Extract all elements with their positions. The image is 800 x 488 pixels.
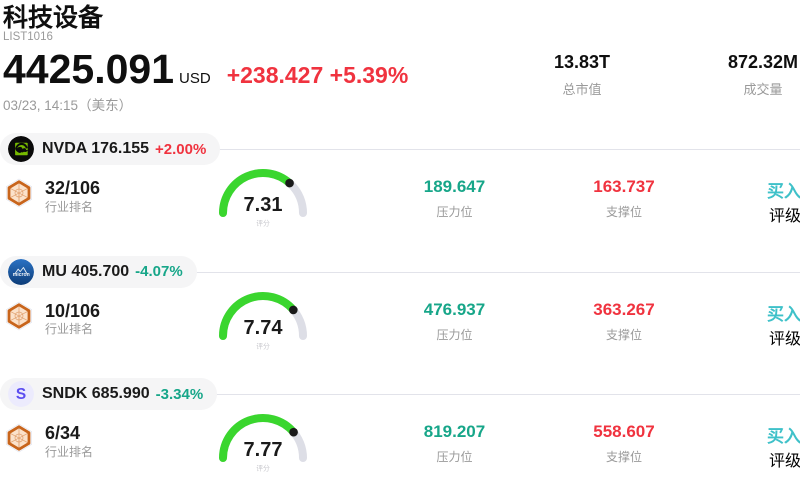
svg-text:S: S xyxy=(16,386,26,403)
svg-text:micron: micron xyxy=(13,272,30,278)
